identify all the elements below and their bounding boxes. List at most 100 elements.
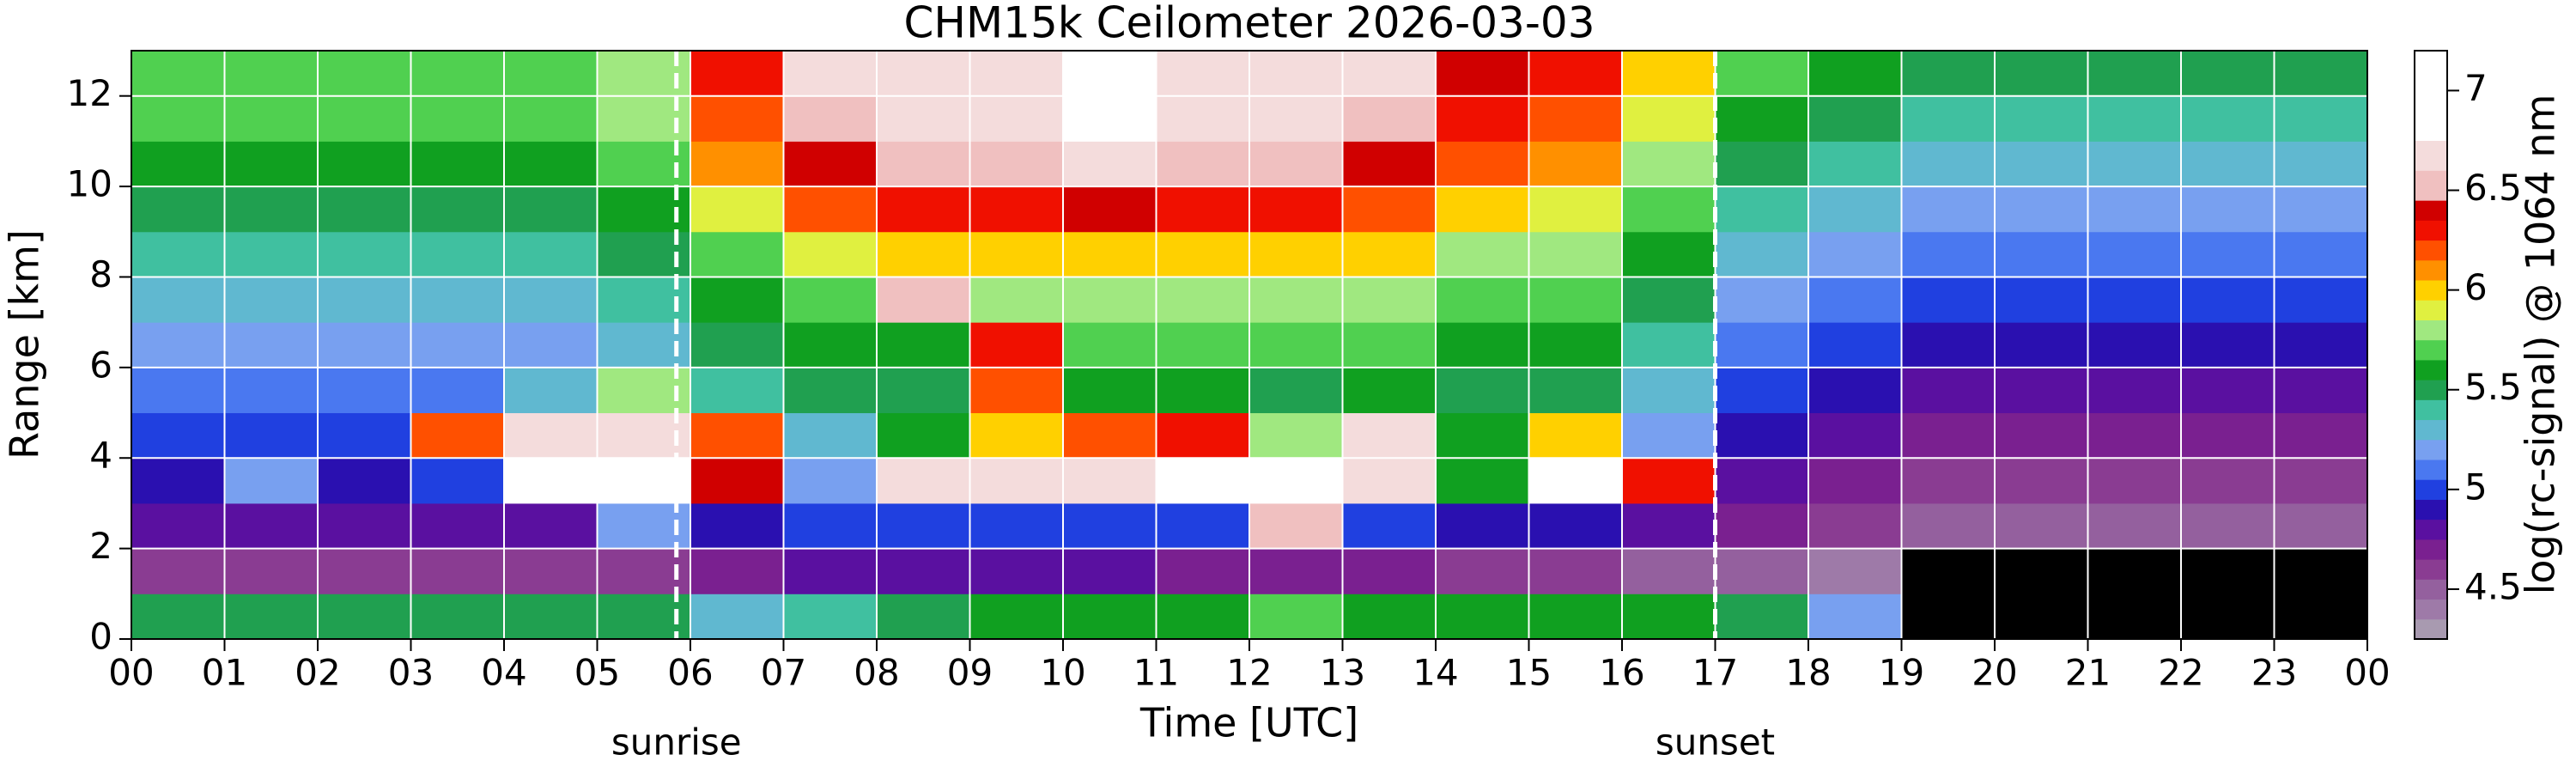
- heatmap-cell: [2181, 141, 2275, 187]
- heatmap-cell: [1715, 231, 1809, 277]
- heatmap-cell: [690, 593, 784, 640]
- heatmap-cell: [1622, 322, 1716, 368]
- x-tick-label: 06: [667, 652, 713, 694]
- colorbar-band: [2415, 170, 2447, 201]
- heatmap-cell: [2274, 458, 2368, 504]
- heatmap-cell: [1528, 277, 1623, 323]
- x-tick-label: 07: [761, 652, 806, 694]
- colorbar-frame: [2414, 50, 2448, 640]
- heatmap-cell: [1436, 367, 1529, 414]
- heatmap-cell: [877, 186, 970, 233]
- heatmap-cell: [131, 548, 225, 594]
- heatmap-cell: [1995, 141, 2088, 187]
- heatmap-cell: [1249, 231, 1343, 277]
- heatmap-cell: [1156, 593, 1250, 640]
- heatmap-cell: [1995, 231, 2088, 277]
- heatmap-cell: [1156, 141, 1250, 187]
- heatmap-cell: [1715, 548, 1809, 594]
- colorbar-tick-label: 7: [2464, 67, 2488, 109]
- x-tick-label: 05: [574, 652, 620, 694]
- heatmap-cell: [410, 412, 505, 459]
- heatmap-cell: [2087, 141, 2182, 187]
- heatmap-cell: [1063, 548, 1157, 594]
- heatmap-cell: [1528, 367, 1623, 414]
- event-label: sunset: [1656, 721, 1775, 764]
- heatmap-cell: [1622, 277, 1716, 323]
- heatmap-cell: [690, 186, 784, 233]
- heatmap-cell: [1249, 95, 1343, 142]
- heatmap-cell: [1063, 277, 1157, 323]
- x-tick-label: 21: [2065, 652, 2111, 694]
- heatmap-cell: [1528, 548, 1623, 594]
- colorbar-band: [2415, 618, 2447, 640]
- heatmap-cell: [969, 548, 1064, 594]
- heatmap-cell: [2274, 95, 2368, 142]
- heatmap-cell: [224, 367, 319, 414]
- heatmap-cell: [131, 141, 225, 187]
- heatmap-cell: [690, 458, 784, 504]
- heatmap-cell: [318, 186, 411, 233]
- heatmap-cell: [1436, 186, 1529, 233]
- heatmap-cell: [1436, 458, 1529, 504]
- x-tick-label: 08: [854, 652, 899, 694]
- heatmap-cell: [1715, 95, 1809, 142]
- colorbar-tick-label: 4.5: [2464, 565, 2522, 607]
- heatmap-cell: [783, 51, 878, 97]
- heatmap-cell: [504, 141, 598, 187]
- y-tick-label: 6: [89, 344, 112, 386]
- heatmap-cell: [783, 231, 878, 277]
- heatmap-cell: [1808, 186, 1902, 233]
- heatmap-cell: [2181, 95, 2275, 142]
- heatmap-cell: [1622, 458, 1716, 504]
- heatmap-cell: [410, 141, 505, 187]
- colorbar-label: log(rc-signal) @ 1064 nm: [2518, 94, 2564, 595]
- heatmap-cell: [1622, 95, 1716, 142]
- x-tick-label: 20: [1971, 652, 2017, 694]
- heatmap-cell: [1901, 277, 1996, 323]
- heatmap-cell: [410, 231, 505, 277]
- heatmap-cell: [2274, 231, 2368, 277]
- heatmap-cell: [1436, 231, 1529, 277]
- heatmap-cell: [2274, 141, 2368, 187]
- heatmap-cell: [318, 367, 411, 414]
- heatmap-cell: [2181, 231, 2275, 277]
- heatmap-cell: [1156, 502, 1250, 550]
- heatmap-cell: [1063, 367, 1157, 414]
- heatmap-cell: [2087, 412, 2182, 459]
- colorbar-band: [2415, 140, 2447, 171]
- heatmap-cell: [1808, 502, 1902, 550]
- heatmap-cell: [131, 593, 225, 640]
- heatmap-cell: [1715, 367, 1809, 414]
- heatmap-cell: [1622, 141, 1716, 187]
- heatmap-cell: [1156, 277, 1250, 323]
- heatmap-cell: [2087, 458, 2182, 504]
- heatmap-cell: [1342, 141, 1437, 187]
- heatmap-cell: [1995, 95, 2088, 142]
- heatmap-cell: [318, 231, 411, 277]
- colorbar-tick-label: 5: [2464, 466, 2488, 508]
- x-tick-label: 00: [108, 652, 154, 694]
- colorbar-band: [2415, 300, 2447, 320]
- heatmap-cell: [1528, 51, 1623, 97]
- heatmap-cell: [1995, 277, 2088, 323]
- heatmap-cell: [1342, 458, 1437, 504]
- colorbar-band: [2415, 399, 2447, 421]
- heatmap-cell: [1715, 51, 1809, 97]
- heatmap-cell: [1808, 277, 1902, 323]
- heatmap-cell: [410, 458, 505, 504]
- heatmap-cell: [2274, 412, 2368, 459]
- heatmap-cell: [1528, 231, 1623, 277]
- heatmap-cell: [224, 95, 319, 142]
- heatmap-cell: [131, 231, 225, 277]
- x-tick-label: 14: [1413, 652, 1458, 694]
- heatmap-cell: [783, 322, 878, 368]
- heatmap-cell: [1622, 502, 1716, 550]
- heatmap-cell: [877, 458, 970, 504]
- heatmap-cell: [1901, 322, 1996, 368]
- heatmap-cell: [877, 277, 970, 323]
- x-tick-label: 13: [1320, 652, 1365, 694]
- heatmap-cell: [969, 593, 1064, 640]
- x-tick-label: 12: [1226, 652, 1272, 694]
- heatmap-cell: [1156, 367, 1250, 414]
- heatmap-cell: [131, 502, 225, 550]
